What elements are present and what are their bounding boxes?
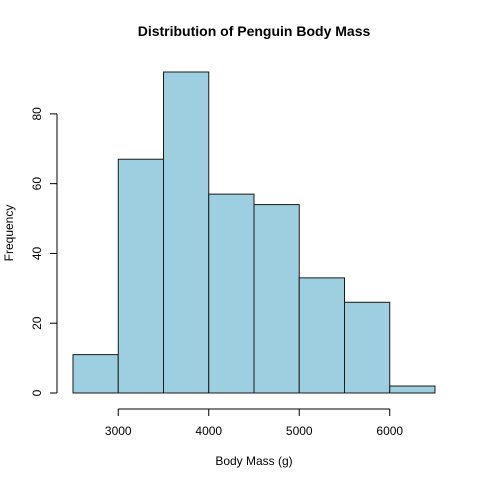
histogram-bar-1 [117, 158, 164, 394]
histogram-bar-5 [298, 277, 345, 394]
y-tick-label: 80 [30, 107, 44, 121]
x-axis: 3000 4000 5000 6000 [105, 408, 403, 438]
histogram-bar-0 [72, 354, 119, 394]
bars-group [72, 71, 436, 394]
y-tick-label: 20 [30, 316, 44, 330]
chart-title: Distribution of Penguin Body Mass [138, 23, 371, 39]
histogram-bar-2 [163, 71, 210, 394]
x-tick-label: 5000 [286, 424, 313, 438]
y-axis: 0 20 40 60 80 [30, 107, 58, 396]
y-tick-label: 40 [30, 246, 44, 260]
x-tick-label: 4000 [195, 424, 222, 438]
histogram-bar-3 [208, 193, 255, 394]
x-tick-label: 6000 [376, 424, 403, 438]
y-axis-label: Frequency [2, 205, 16, 262]
histogram-bar-4 [253, 204, 300, 394]
histogram-bar-7 [389, 385, 436, 394]
x-axis-label: Body Mass (g) [215, 454, 292, 468]
y-tick-label: 60 [30, 177, 44, 191]
x-tick-label: 3000 [105, 424, 132, 438]
y-tick-label: 0 [30, 389, 44, 396]
histogram-bar-6 [344, 301, 391, 394]
